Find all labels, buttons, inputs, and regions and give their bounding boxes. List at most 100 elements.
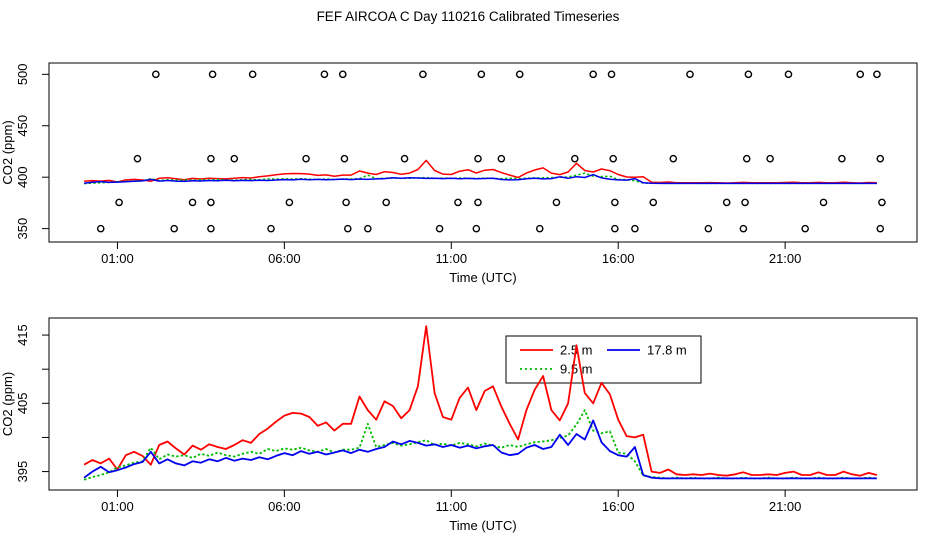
x-tick-label: 11:00 <box>435 499 467 514</box>
plot-box <box>48 317 918 491</box>
y-tick-label: 400 <box>15 166 30 188</box>
calibration-point <box>515 70 524 79</box>
calibration-point <box>208 70 217 79</box>
y-axis-label: CO2 (ppm) <box>0 372 15 436</box>
calibration-point <box>784 70 793 79</box>
x-tick-label: 16:00 <box>602 499 635 514</box>
calibration-point <box>739 224 748 233</box>
plot-box <box>48 62 918 243</box>
calibration-point <box>878 198 886 207</box>
calibration-point <box>607 70 616 79</box>
calibration-point <box>302 154 310 163</box>
bottom-panel: 395 405 415 01:00 06:00 11:00 16:00 21:00 CO2 (p… <box>0 317 918 533</box>
calibration-point <box>207 198 215 207</box>
calibration-point <box>819 198 828 207</box>
x-tick-label: 01:00 <box>101 499 134 514</box>
calibration-point <box>188 198 197 207</box>
calibration-point <box>669 154 678 163</box>
calibration-point <box>230 154 239 163</box>
y-tick-label: 500 <box>15 63 30 85</box>
calibration-point <box>876 154 885 163</box>
calibration-point <box>649 198 658 207</box>
calibration-point <box>364 224 372 233</box>
x-tick-label: 06:00 <box>268 251 301 266</box>
calibration-point <box>744 70 753 79</box>
y-axis-label: CO2 (ppm) <box>0 120 15 184</box>
calibration-point <box>589 70 597 79</box>
legend: 2.5 m9.5 m17.8 m <box>505 335 702 384</box>
x-axis-label: Time (UTC) <box>449 270 516 285</box>
x-axis-label: Time (UTC) <box>449 518 516 533</box>
calibration-point <box>338 70 347 79</box>
calibration-point <box>741 198 749 207</box>
calibration-point <box>609 154 618 163</box>
calibration-point <box>856 70 865 79</box>
calibration-point <box>686 70 694 79</box>
top-panel: 350 400 450 500 01:00 06:00 11:00 16:00 21:00 CO2… <box>0 62 918 285</box>
calibration-point <box>611 198 619 207</box>
calibration-point <box>801 224 809 233</box>
calibration-point <box>631 224 639 233</box>
series-line-2-5-m <box>84 159 877 184</box>
calibration-point <box>535 224 544 233</box>
calibration-point <box>722 198 731 207</box>
calibration-point <box>133 154 142 163</box>
calibration-point <box>170 224 178 233</box>
calibration-point <box>497 154 506 163</box>
calibration-point <box>419 70 427 79</box>
y-tick-label: 450 <box>15 115 30 137</box>
x-tick-label: 21:00 <box>769 251 802 266</box>
calibration-point <box>343 224 352 233</box>
y-tick-label: 405 <box>15 392 30 414</box>
calibration-point <box>454 198 462 207</box>
series-line-17-8-m <box>84 173 877 185</box>
calibration-point <box>152 70 160 79</box>
calibration-point <box>474 154 482 163</box>
calibration-circles <box>96 70 886 233</box>
calibration-point <box>472 224 481 233</box>
legend-label: 9.5 m <box>560 362 593 377</box>
legend-box <box>505 335 702 384</box>
calibration-point <box>96 224 105 233</box>
calibration-point <box>320 70 329 79</box>
calibration-point <box>248 70 257 79</box>
calibration-point <box>474 198 482 207</box>
series-line-2-5-m <box>83 325 878 477</box>
calibration-point <box>704 224 713 233</box>
calibration-point <box>571 154 579 163</box>
calibration-point <box>285 198 294 207</box>
calibration-point <box>435 224 444 233</box>
calibration-point <box>207 224 215 233</box>
calibration-point <box>876 224 885 233</box>
figure-title: FEF AIRCOA C Day 110216 Calibrated Times… <box>317 9 620 24</box>
calibration-point <box>873 70 881 79</box>
series-lines <box>83 325 878 481</box>
calibration-point <box>340 154 349 163</box>
calibration-point <box>267 224 275 233</box>
series-lines <box>84 159 877 185</box>
legend-label: 17.8 m <box>647 343 687 358</box>
calibration-point <box>382 198 390 207</box>
calibration-point <box>742 154 751 163</box>
calibration-point <box>342 198 350 207</box>
series-line-9-5-m <box>83 409 877 481</box>
x-tick-label: 01:00 <box>101 251 134 266</box>
calibration-point <box>611 224 619 233</box>
series-line-17-8-m <box>83 419 877 480</box>
calibration-point <box>552 198 561 207</box>
calibration-point <box>207 154 215 163</box>
calibration-point <box>838 154 846 163</box>
x-tick-label: 21:00 <box>769 499 802 514</box>
x-tick-label: 11:00 <box>435 251 467 266</box>
x-tick-label: 06:00 <box>268 499 301 514</box>
calibration-point <box>115 198 123 207</box>
calibration-point <box>766 154 774 163</box>
calibration-point <box>400 154 409 163</box>
y-tick-label: 395 <box>15 461 30 483</box>
x-tick-label: 16:00 <box>602 251 635 266</box>
y-tick-label: 350 <box>15 218 30 240</box>
calibration-point <box>477 70 486 79</box>
y-tick-label: 415 <box>15 324 30 346</box>
